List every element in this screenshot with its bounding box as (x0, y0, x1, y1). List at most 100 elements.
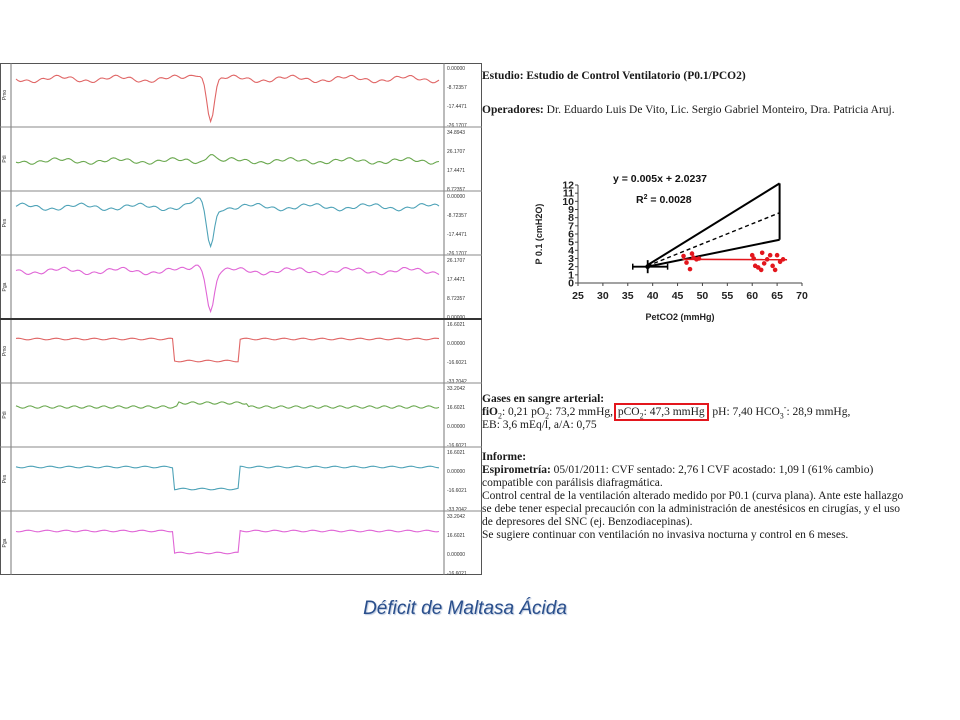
trace-tick-label: 8.72357 (447, 296, 465, 302)
trace-tick-label: -16.6021 (447, 571, 467, 575)
trace-tick-label: 34.8943 (447, 130, 465, 136)
trace-line (15, 264, 440, 314)
data-point (767, 252, 773, 258)
y-tick-label: 6 (568, 229, 574, 241)
trace-label: Pdi (2, 411, 8, 418)
operators-line: Operadores: Dr. Eduardo Luis De Vito, Li… (482, 104, 895, 116)
y-tick-label: 1 (568, 269, 574, 281)
report-line-3: se debe tener especial precaución con la… (482, 503, 900, 515)
slide-caption: Déficit de Maltasa Ácida (363, 598, 567, 619)
regression-equation: y = 0.005x + 2.0237 (613, 173, 707, 185)
pressure-traces-panel: Pmo 0.00000 -8.72357 -17.4471 -26.1707 Pdi 34.… (0, 63, 482, 575)
trace-line (15, 154, 440, 165)
p01-vs-petco2-chart: 25 30 35 40 45 50 55 60 65 700123456789101112PetC… (534, 173, 808, 322)
trace-label: Pes (2, 474, 8, 483)
y-tick-label: 0 (568, 278, 574, 290)
y-tick-label: 4 (568, 245, 574, 257)
trace-label: Pmo (2, 346, 8, 357)
trace-tick-label: -16.6021 (447, 360, 467, 366)
y-tick-label: 11 (563, 188, 574, 200)
informe-title: Informe: (482, 451, 527, 463)
x-tick-label: 40 (647, 290, 659, 302)
trace-line (15, 529, 440, 555)
trace-tick-label: 33.2042 (447, 514, 465, 520)
r-squared-exponent: 2 (644, 194, 648, 201)
trace-tick-label: 0.00000 (447, 341, 465, 347)
trace-tick-label: 16.6021 (447, 533, 465, 539)
x-tick-label: 30 (597, 290, 609, 302)
trace-tick-label: 0.00000 (447, 66, 465, 72)
study-title: Estudio: Estudio de Control Ventilatorio… (482, 70, 746, 82)
trace-label: Pes (2, 218, 8, 227)
normal-lower-limit (647, 238, 780, 268)
trace-label: Pmo (2, 90, 8, 101)
y-tick-label: 9 (568, 204, 574, 216)
trace-tick-label: 16.6021 (447, 450, 465, 456)
trace-tick-label: 26.1707 (447, 258, 465, 264)
y-tick-label: 10 (562, 196, 574, 208)
trace-tick-label: 0.00000 (447, 469, 465, 475)
trace-tick-label: -33.2042 (447, 379, 467, 385)
baseline-point (645, 264, 651, 270)
trace-tick-label: -8.72357 (447, 213, 467, 219)
trace-tick-label: 17.4471 (447, 277, 465, 283)
data-point (684, 260, 689, 265)
trace-line (15, 465, 440, 491)
trace-tick-label: 0.00000 (447, 424, 465, 430)
data-point (687, 266, 693, 272)
data-point (764, 257, 770, 262)
trace-tick-label: -16.6021 (447, 443, 467, 449)
trace-tick-label: -17.4471 (447, 104, 467, 110)
trace-label: Pga (2, 282, 8, 291)
trace-tick-label: 26.1707 (447, 149, 465, 155)
trace-tick-label: 17.4471 (447, 168, 465, 174)
data-point (761, 261, 767, 266)
trace-tick-label: 33.2042 (447, 386, 465, 392)
report-conclusion: Informe: Espirometría: 05/01/2011: CVF s… (482, 451, 903, 542)
y-tick-label: 8 (568, 212, 574, 224)
pco2-highlight-box: pCO2: 47,3 mmHg (613, 403, 709, 421)
trace-line (15, 74, 440, 124)
report-line-5: Se sugiere continuar con ventilación no … (482, 529, 849, 541)
report-line-2: Control central de la ventilación altera… (482, 490, 904, 502)
data-point (770, 263, 775, 269)
espirometria-line: Espirometría: 05/01/2011: CVF sentado: 2… (482, 464, 874, 476)
y-tick-label: 3 (568, 253, 574, 265)
data-point (772, 267, 778, 273)
gases-values: fiO2: 0,21 pO2: 73,2 mmHg, pCO2: 47,3 mm… (482, 403, 851, 421)
x-tick-label: 55 (721, 290, 733, 302)
x-tick-label: 35 (622, 290, 634, 302)
r-squared: R2 = 0.0028 (636, 194, 692, 206)
trace-tick-label: 0.00000 (447, 194, 465, 200)
x-tick-label: 50 (697, 290, 709, 302)
trace-tick-label: -33.2042 (447, 507, 467, 513)
trace-tick-label: -26.1707 (447, 251, 467, 257)
gases-title: Gases en sangre arterial: (482, 393, 605, 405)
y-tick-label: 2 (568, 261, 574, 273)
report-line-4: de depresores del SNC (ej. Benzodiacepin… (482, 516, 693, 528)
x-tick-label: 45 (672, 290, 684, 302)
trace-label: Pdi (2, 155, 8, 162)
trace-line (15, 401, 440, 409)
r-squared-value: = 0.0028 (648, 194, 692, 206)
normal-upper-limit (647, 182, 781, 266)
trace-tick-label: -26.1707 (447, 123, 467, 129)
data-point (681, 253, 686, 259)
data-point (689, 251, 695, 256)
y-tick-label: 7 (568, 220, 574, 232)
trace-tick-label: 0.00000 (447, 552, 465, 558)
data-point (780, 257, 786, 262)
eb-line: EB: 3,6 mEq/l, a/A: 0,75 (482, 419, 597, 431)
trace-line (15, 337, 440, 363)
trace-tick-label: 8.72357 (447, 187, 465, 193)
trace-line (15, 196, 440, 249)
trace-tick-label: 16.6021 (447, 405, 465, 411)
x-tick-label: 25 (572, 290, 584, 302)
y-axis-label: P 0.1 (cmH2O) (534, 204, 544, 265)
data-point (751, 256, 757, 261)
x-tick-label: 65 (771, 290, 783, 302)
data-point (774, 252, 780, 258)
data-point (759, 250, 765, 256)
y-tick-label: 12 (562, 180, 574, 192)
data-point (696, 256, 702, 261)
